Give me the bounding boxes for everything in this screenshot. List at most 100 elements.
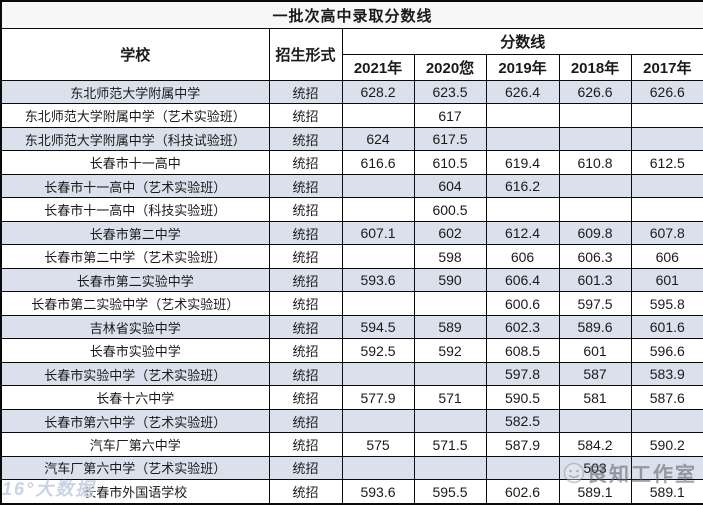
title-row: 一批次高中录取分数线 <box>0 0 703 29</box>
score-cell: 571.5 <box>413 432 487 457</box>
score-cell: 594.5 <box>341 314 415 340</box>
score-cell: 626.6 <box>558 79 632 105</box>
score-cell <box>558 103 632 128</box>
school-cell: 长春市十一高中 <box>0 150 270 175</box>
score-cell <box>630 408 703 434</box>
table-row: 长春十六中学 统招 577.9 571 590.5 581 587.6 <box>0 385 703 410</box>
form-cell: 统招 <box>268 314 343 340</box>
school-cell: 长春市第六中学（艺术实验班） <box>0 408 270 434</box>
score-cell: 606 <box>630 244 703 269</box>
score-cell <box>630 455 703 481</box>
score-cell: 600.5 <box>413 197 487 222</box>
score-cell: 587.6 <box>630 385 703 410</box>
form-cell: 统招 <box>268 150 343 175</box>
score-cell: 598 <box>413 244 487 269</box>
score-cell: 617.5 <box>413 126 487 152</box>
header-row-group: 学校 招生形式 分数线 <box>0 28 703 81</box>
score-cell: 602.3 <box>485 314 560 340</box>
form-cell: 统招 <box>268 432 343 457</box>
score-cell <box>341 197 415 222</box>
form-cell: 统招 <box>268 220 343 246</box>
form-cell: 统招 <box>268 408 343 434</box>
score-cell: 601 <box>558 338 632 363</box>
table-row: 东北师范大学附属中学 统招 628.2 623.5 626.4 626.6 626.6 <box>0 79 703 105</box>
score-cell <box>413 291 487 316</box>
score-cell: 628.2 <box>341 79 415 105</box>
table-row: 汽车厂第六中学 统招 575 571.5 587.9 584.2 590.2 <box>0 432 703 457</box>
score-cell: 587.9 <box>485 432 560 457</box>
score-cell: 612.4 <box>485 220 560 246</box>
score-cell: 592.5 <box>341 338 415 363</box>
table-row: 长春市第二中学 统招 607.1 602 612.4 609.8 607.8 <box>0 220 703 246</box>
score-cell <box>485 455 560 481</box>
school-cell: 东北师范大学附属中学 <box>0 79 270 105</box>
score-cell: 601 <box>630 267 703 293</box>
score-cell: 600.6 <box>485 291 560 316</box>
score-cell: 616.6 <box>341 150 415 175</box>
score-cell: 619.4 <box>485 150 560 175</box>
score-cell: 616.2 <box>485 173 560 199</box>
score-cell: 612.5 <box>630 150 703 175</box>
school-cell: 长春十六中学 <box>0 385 270 410</box>
score-cell <box>485 103 560 128</box>
score-cell <box>485 197 560 222</box>
score-cell <box>341 408 415 434</box>
score-cell: 581 <box>558 385 632 410</box>
score-cell: 624 <box>341 126 415 152</box>
table-row: 长春市第二中学（艺术实验班） 统招 598 606 606.3 606 <box>0 244 703 269</box>
school-cell: 长春市实验中学（艺术实验班） <box>0 361 270 387</box>
table-row: 长春市第二实验中学 统招 593.6 590 606.4 601.3 601 <box>0 267 703 293</box>
school-cell: 长春市第二中学（艺术实验班） <box>0 244 270 269</box>
form-cell: 统招 <box>268 267 343 293</box>
score-cell: 590 <box>413 267 487 293</box>
school-cell: 东北师范大学附属中学（艺术实验班） <box>0 103 270 128</box>
score-cell <box>558 408 632 434</box>
table-body: 东北师范大学附属中学 统招 628.2 623.5 626.4 626.6 626.6 东北师… <box>0 79 703 505</box>
school-cell: 长春市第二实验中学（艺术实验班） <box>0 291 270 316</box>
form-cell: 统招 <box>268 385 343 410</box>
score-cell <box>630 173 703 199</box>
score-cell: 584.2 <box>558 432 632 457</box>
score-cell: 595.8 <box>630 291 703 316</box>
score-cell: 589.1 <box>630 479 703 505</box>
score-cell <box>630 197 703 222</box>
school-cell: 汽车厂第六中学 <box>0 432 270 457</box>
score-cell: 590.5 <box>485 385 560 410</box>
form-cell: 统招 <box>268 244 343 269</box>
header-row-years: 2021年 2020您 2019年 2018年 2017年 <box>1 54 703 81</box>
score-cell: 606.3 <box>558 244 632 269</box>
table-title: 一批次高中录取分数线 <box>0 0 703 29</box>
school-cell: 吉林省实验中学 <box>0 314 270 340</box>
score-cell <box>558 126 632 152</box>
table-row: 长春市第二实验中学（艺术实验班） 统招 600.6 597.5 595.8 <box>0 291 703 316</box>
score-cell: 597.5 <box>558 291 632 316</box>
score-cell: 575 <box>341 432 415 457</box>
score-cell: 596.6 <box>630 338 703 363</box>
score-cell: 626.4 <box>485 79 560 105</box>
table-row: 东北师范大学附属中学（艺术实验班） 统招 617 <box>0 103 703 128</box>
form-cell: 统招 <box>268 361 343 387</box>
school-cell: 长春市实验中学 <box>0 338 270 363</box>
score-cell: 583.9 <box>630 361 703 387</box>
table-row: 长春市第六中学（艺术实验班） 统招 582.5 <box>0 408 703 434</box>
table-row: 汽车厂第六中学（艺术实验班） 统招 503 <box>0 455 703 481</box>
score-cell <box>341 103 415 128</box>
header-year-2020: 2020您 <box>413 54 487 81</box>
score-cell: 592 <box>413 338 487 363</box>
header-year-2019: 2019年 <box>485 54 560 81</box>
score-cell: 587 <box>558 361 632 387</box>
score-cell: 577.9 <box>341 385 415 410</box>
score-cell: 626.6 <box>630 79 703 105</box>
score-cell <box>341 455 415 481</box>
score-cell: 590.2 <box>630 432 703 457</box>
form-cell: 统招 <box>268 479 343 505</box>
form-cell: 统招 <box>268 126 343 152</box>
school-cell: 长春市外国语学校 <box>0 479 270 505</box>
school-cell: 长春市第二实验中学 <box>0 267 270 293</box>
score-cell: 610.8 <box>558 150 632 175</box>
score-cell: 571 <box>413 385 487 410</box>
score-cell <box>341 361 415 387</box>
score-cell: 602 <box>413 220 487 246</box>
score-cell <box>630 103 703 128</box>
